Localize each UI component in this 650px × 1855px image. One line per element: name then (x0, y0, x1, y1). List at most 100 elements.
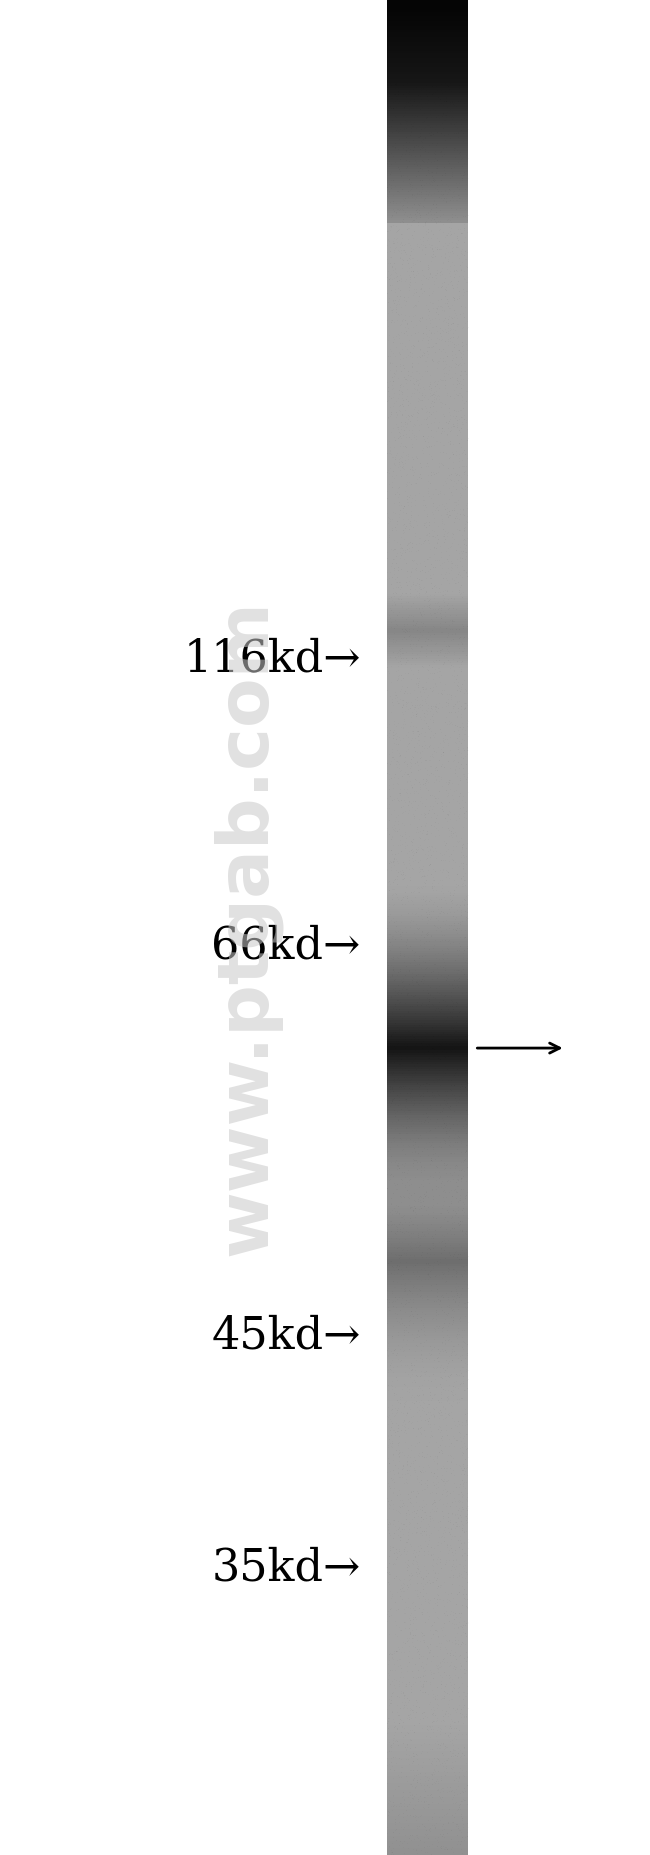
Bar (387, 1389, 468, 1391)
Bar (387, 597, 468, 601)
Bar (387, 284, 468, 286)
Bar (387, 326, 468, 330)
Bar (387, 1684, 468, 1686)
Bar (387, 1104, 468, 1106)
Bar (387, 1234, 468, 1235)
Bar (387, 1695, 468, 1697)
Bar (387, 1762, 468, 1764)
Bar (387, 1287, 468, 1289)
Bar (387, 814, 468, 816)
Bar (387, 223, 468, 224)
Bar (387, 1851, 468, 1853)
Bar (387, 484, 468, 486)
Bar (387, 1543, 468, 1547)
Bar (387, 1707, 468, 1708)
Bar (387, 1291, 468, 1295)
Bar (387, 1699, 468, 1703)
Bar (387, 332, 468, 334)
Bar (387, 1616, 468, 1618)
Bar (387, 141, 468, 143)
Bar (387, 341, 468, 343)
Bar (387, 1773, 468, 1777)
Bar (387, 547, 468, 549)
Bar (387, 1614, 468, 1616)
Bar (387, 1747, 468, 1751)
Bar (387, 1143, 468, 1145)
Bar (387, 1532, 468, 1536)
Bar (387, 1150, 468, 1152)
Bar (387, 325, 468, 326)
Bar (387, 1172, 468, 1176)
Bar (387, 1195, 468, 1196)
Bar (387, 1612, 468, 1614)
Bar (387, 193, 468, 195)
Bar (387, 549, 468, 551)
Bar (387, 1788, 468, 1790)
Bar (387, 540, 468, 542)
Bar (387, 1428, 468, 1430)
Bar (387, 462, 468, 464)
Bar (387, 250, 468, 252)
Bar (387, 1586, 468, 1588)
Bar (387, 1161, 468, 1165)
Bar (387, 1336, 468, 1337)
Bar (387, 816, 468, 818)
Bar (387, 1649, 468, 1651)
Bar (387, 1350, 468, 1352)
Bar (387, 1391, 468, 1393)
Bar (387, 1766, 468, 1770)
Bar (387, 1375, 468, 1376)
Bar (387, 842, 468, 844)
Bar (387, 838, 468, 842)
Bar (387, 1836, 468, 1838)
Bar (387, 1759, 468, 1760)
Bar (387, 968, 468, 972)
Bar (387, 1208, 468, 1209)
Bar (387, 406, 468, 408)
Bar (387, 1666, 468, 1668)
Bar (387, 1493, 468, 1495)
Bar (387, 1000, 468, 1002)
Bar (387, 1449, 468, 1451)
Bar (387, 1009, 468, 1011)
Bar (387, 1679, 468, 1681)
Bar (387, 1567, 468, 1569)
Bar (387, 72, 468, 74)
Bar (387, 722, 468, 723)
Bar (387, 874, 468, 876)
Bar (387, 150, 468, 154)
Bar (387, 586, 468, 590)
Bar (387, 473, 468, 475)
Bar (387, 1070, 468, 1074)
Bar (387, 267, 468, 269)
Bar (387, 529, 468, 531)
Bar (387, 812, 468, 814)
Bar (387, 1154, 468, 1158)
Bar (387, 1443, 468, 1445)
Bar (387, 1501, 468, 1503)
Bar (387, 907, 468, 909)
Bar (387, 178, 468, 180)
Bar (387, 505, 468, 508)
Bar (387, 928, 468, 929)
Bar (387, 397, 468, 399)
Bar (387, 1226, 468, 1228)
Bar (387, 1467, 468, 1469)
Bar (387, 1412, 468, 1414)
Bar (387, 638, 468, 640)
Bar (387, 753, 468, 755)
Bar (387, 1055, 468, 1057)
Bar (387, 490, 468, 492)
Bar (387, 1621, 468, 1623)
Bar (387, 1171, 468, 1172)
Bar (387, 653, 468, 657)
Bar (387, 994, 468, 998)
Bar (387, 271, 468, 273)
Bar (387, 800, 468, 801)
Bar (387, 937, 468, 939)
Bar (387, 805, 468, 807)
Bar (387, 1465, 468, 1467)
Bar (387, 644, 468, 647)
Bar (387, 1556, 468, 1558)
Bar (387, 1159, 468, 1161)
